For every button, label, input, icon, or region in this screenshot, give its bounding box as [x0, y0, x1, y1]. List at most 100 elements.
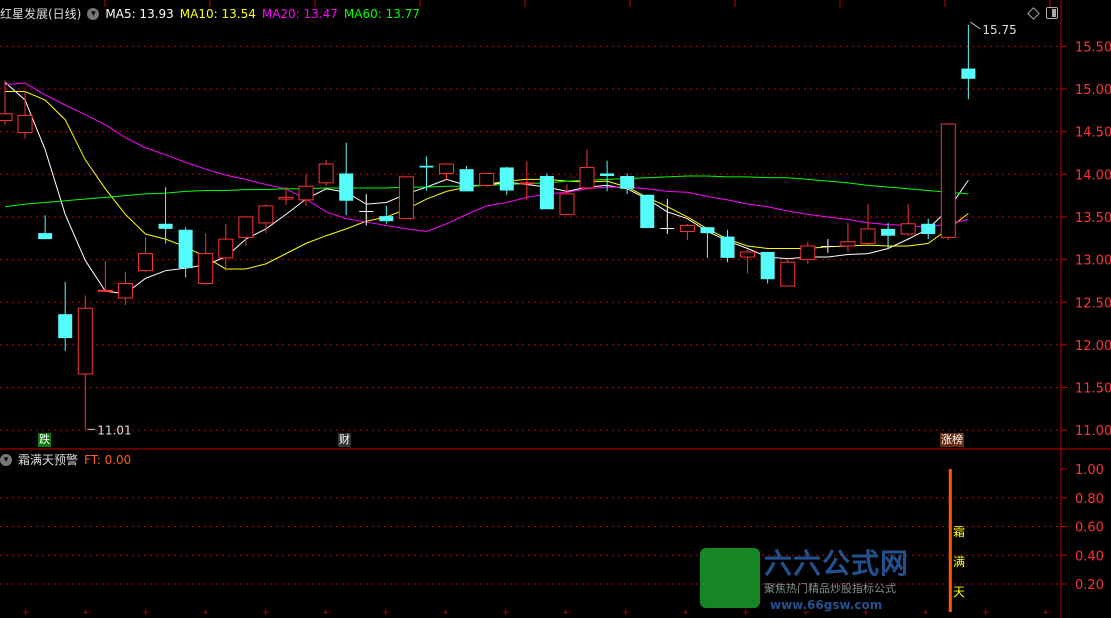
candle-body-down: [881, 228, 896, 236]
candle-body-up: [218, 238, 234, 259]
candle-body-up: [559, 193, 575, 215]
x-tick-mark: +: [262, 608, 270, 618]
y-tick-label: 12.00: [1075, 339, 1111, 354]
candle-body-up: [479, 172, 495, 186]
signal-bar: [948, 469, 952, 612]
candle-body-down: [700, 227, 715, 234]
indicator-header: ▾ 霜满天预警 FT: 0.00: [0, 451, 131, 468]
indicator-y-tick-label: 1.00: [1075, 463, 1104, 478]
x-tick-mark: +: [742, 608, 750, 618]
candle-body-down: [760, 251, 775, 280]
x-tick-mark: +: [682, 608, 690, 618]
candle-body-up: [679, 224, 695, 232]
candle-body-down: [379, 216, 394, 222]
candle-body-up: [77, 307, 93, 375]
ma60-value: MA60: 13.77: [343, 6, 420, 21]
ma-line-ma20: [4, 82, 969, 232]
candle-body-up: [238, 216, 254, 238]
chevron-down-icon[interactable]: ▾: [0, 453, 12, 466]
tag-cai: 财: [338, 433, 351, 447]
candle-body-up: [398, 176, 414, 220]
x-tick-mark: +: [22, 608, 30, 618]
candle-body-down: [178, 229, 193, 269]
candle-body-up: [17, 114, 33, 134]
tag-die: 跌: [38, 433, 51, 447]
candle-body-down: [158, 223, 173, 229]
candle-body-down: [38, 233, 53, 240]
tag-zhangbang: 涨榜: [940, 433, 964, 447]
x-tick-mark: +: [442, 608, 450, 618]
high-pointer: [970, 21, 981, 30]
candle-body-down: [660, 228, 675, 230]
x-tick-mark: +: [502, 608, 510, 618]
low-label: 11.01: [97, 423, 131, 437]
signal-text: 霜 满 天: [953, 517, 967, 607]
candle-body-down: [359, 210, 374, 212]
signal-char: 天: [953, 585, 966, 599]
candle-body-down: [539, 176, 554, 210]
high-label: 15.75: [982, 23, 1016, 37]
candle-body-up: [258, 205, 274, 224]
candle-body-down: [600, 173, 615, 177]
x-tick-mark: +: [922, 608, 930, 618]
candle-body-up: [800, 245, 816, 261]
candle-body-down: [58, 314, 73, 339]
candle-body-up: [137, 253, 153, 272]
indicator-y-tick-label: 0.40: [1075, 549, 1104, 564]
candle-body-up: [780, 261, 796, 287]
candle-body-up: [740, 251, 756, 258]
candle-body-down: [499, 167, 514, 191]
x-tick-mark: +: [802, 608, 810, 618]
logo-title: 六六公式网: [764, 547, 910, 580]
logo-url: www.66gsw.com: [770, 598, 883, 612]
y-tick-label: 15.00: [1075, 83, 1111, 98]
y-tick-label: 11.00: [1075, 424, 1111, 439]
y-tick-label: 13.00: [1075, 254, 1111, 269]
y-tick-label: 11.50: [1075, 382, 1111, 397]
candle-body-down: [459, 169, 474, 192]
chart-header: 红星发展(日线) ▾ MA5: 13.93 MA10: 13.54 MA20: …: [0, 5, 420, 22]
candle-body-up: [579, 166, 595, 189]
candle-body-up: [860, 228, 876, 244]
candle-body-up: [840, 241, 856, 247]
x-tick-mark: +: [82, 608, 90, 618]
candle-body-down: [419, 165, 434, 168]
x-tick-mark: +: [862, 608, 870, 618]
candle-body-down: [720, 236, 735, 258]
candle-body-down: [820, 245, 835, 247]
signal-char: 满: [953, 555, 966, 569]
candle-body-down: [640, 194, 655, 229]
y-tick-label: 15.50: [1075, 40, 1111, 55]
candle-body-up: [0, 113, 13, 122]
site-logo: 六六公式网 聚焦热门精品炒股指标公式 www.66gsw.com: [700, 548, 930, 618]
logo-tagline: 聚焦热门精品炒股指标公式: [764, 582, 896, 595]
indicator-y-tick-label: 0.60: [1075, 521, 1104, 536]
candle-body-up: [198, 253, 214, 284]
ma20-value: MA20: 13.47: [261, 6, 338, 21]
x-tick-mark: +: [982, 608, 990, 618]
candle-body-up: [519, 182, 535, 185]
indicator-title: 霜满天预警: [18, 453, 79, 467]
x-tick-mark: +: [562, 608, 570, 618]
x-tick-mark: +: [202, 608, 210, 618]
candle-body-up: [940, 123, 956, 238]
candle-body-up: [900, 223, 916, 235]
x-tick-mark: +: [622, 608, 630, 618]
candle-body-up: [318, 163, 334, 184]
indicator-y-tick-label: 0.20: [1075, 578, 1104, 593]
y-tick-label: 12.50: [1075, 296, 1111, 311]
candle-body-up: [117, 282, 133, 299]
x-tick-mark: +: [142, 608, 150, 618]
panel-toggle-icon[interactable]: [1046, 7, 1058, 19]
y-tick-label: 14.00: [1075, 168, 1111, 183]
candle-body-down: [921, 223, 936, 235]
y-tick-label: 13.50: [1075, 211, 1111, 226]
candle-body-down: [961, 68, 976, 79]
candle-body-up: [439, 163, 455, 174]
indicator-ft: FT: 0.00: [84, 452, 132, 467]
candle-body-up: [97, 289, 113, 292]
candle-body-up: [278, 196, 294, 200]
candle-body-up: [298, 185, 314, 201]
chevron-down-icon[interactable]: ▾: [87, 7, 100, 20]
